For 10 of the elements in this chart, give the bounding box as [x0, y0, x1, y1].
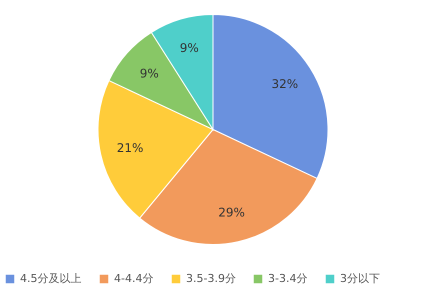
- legend-label: 4.5分及以上: [20, 272, 82, 285]
- data-label: 32%: [271, 76, 298, 91]
- data-label: 9%: [180, 40, 199, 55]
- legend-label: 3-3.4分: [268, 272, 308, 285]
- legend-label: 3分以下: [340, 272, 380, 285]
- data-label: 21%: [116, 141, 144, 156]
- legend-label: 3.5-3.9分: [186, 272, 236, 285]
- data-label: 9%: [140, 66, 159, 80]
- legend-label: 4-4.4分: [114, 272, 154, 285]
- data-label: 29%: [218, 205, 245, 220]
